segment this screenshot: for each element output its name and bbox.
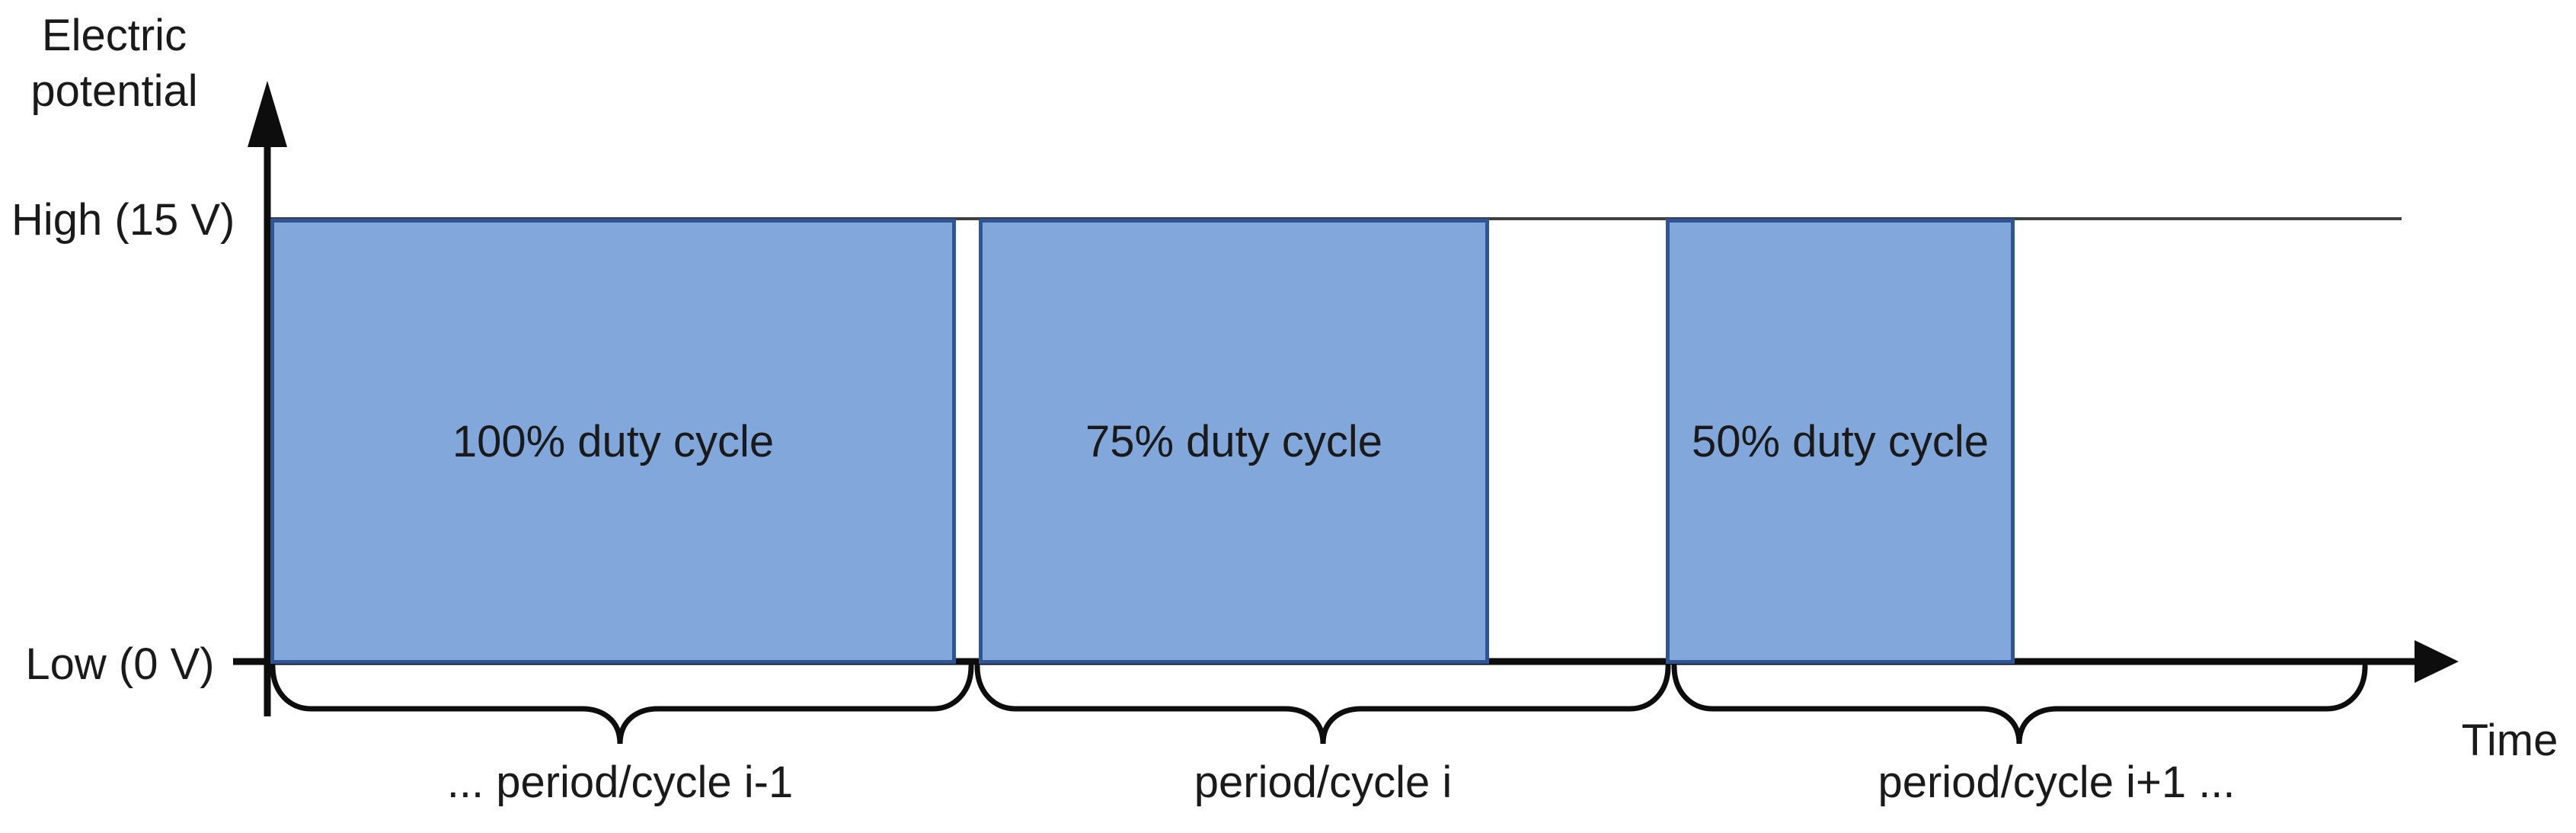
high-level-tick-label: High (15 V) [11,195,235,245]
period-label-i-minus-1: ... period/cycle i-1 [446,758,794,807]
pulse-rect-100-percent: 100% duty cycle [270,219,956,664]
duty-cycle-label: 75% duty cycle [1085,416,1383,466]
x-axis-title: Time [2461,716,2558,765]
low-level-tick-label: Low (0 V) [25,639,215,689]
pulse-rect-50-percent: 50% duty cycle [1666,219,2015,664]
period-brace-1 [270,663,974,745]
y-axis-title-line2: potential [30,66,198,116]
period-brace-3 [1671,663,2368,745]
y-axis-title-line1: Electric [41,11,187,60]
y-axis-title: Electric potential [15,8,213,119]
period-label-i: period/cycle i [1194,758,1453,807]
duty-cycle-label: 100% duty cycle [452,416,775,466]
duty-cycle-label: 50% duty cycle [1691,416,1990,466]
period-label-i-plus-1: period/cycle i+1 ... [1878,758,2236,807]
y-axis-arrow-icon [248,81,287,147]
period-brace-2 [974,663,1671,745]
x-axis-arrow-icon [2415,640,2459,683]
pulse-rect-75-percent: 75% duty cycle [979,219,1489,664]
